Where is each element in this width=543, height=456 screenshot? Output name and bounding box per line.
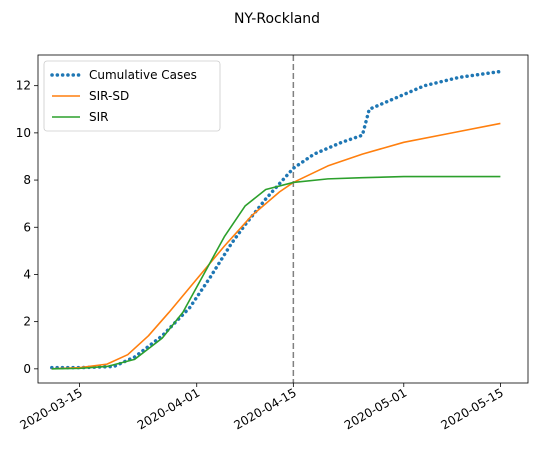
- series-line-sir: [51, 175, 501, 370]
- axes-frame: [37, 54, 529, 384]
- y-tick-label: 2: [23, 315, 31, 329]
- y-tick-label: 8: [23, 173, 31, 187]
- legend-entries: Cumulative Cases SIR-SD SIR: [50, 68, 197, 124]
- y-tick-label: 4: [23, 267, 31, 281]
- y-tick-label: 10: [16, 126, 31, 140]
- legend-label-sir: SIR: [89, 110, 109, 124]
- series-layer: [50, 69, 503, 370]
- series-line-cumulative-cases: [50, 69, 503, 370]
- y-tick-label: 6: [23, 220, 31, 234]
- legend-label-cumulative-cases: Cumulative Cases: [89, 68, 197, 82]
- y-tick-label: 0: [23, 362, 31, 376]
- y-tick-label: 12: [16, 79, 31, 93]
- series-line-sir-sd: [51, 122, 501, 370]
- y-axis: 0 2 4 6 8 10 12: [16, 79, 38, 376]
- legend: Cumulative Cases SIR-SD SIR: [43, 60, 221, 132]
- legend-frame: [43, 60, 221, 132]
- chart-title: NY-Rockland: [234, 11, 320, 27]
- legend-label-sir-sd: SIR-SD: [89, 89, 129, 103]
